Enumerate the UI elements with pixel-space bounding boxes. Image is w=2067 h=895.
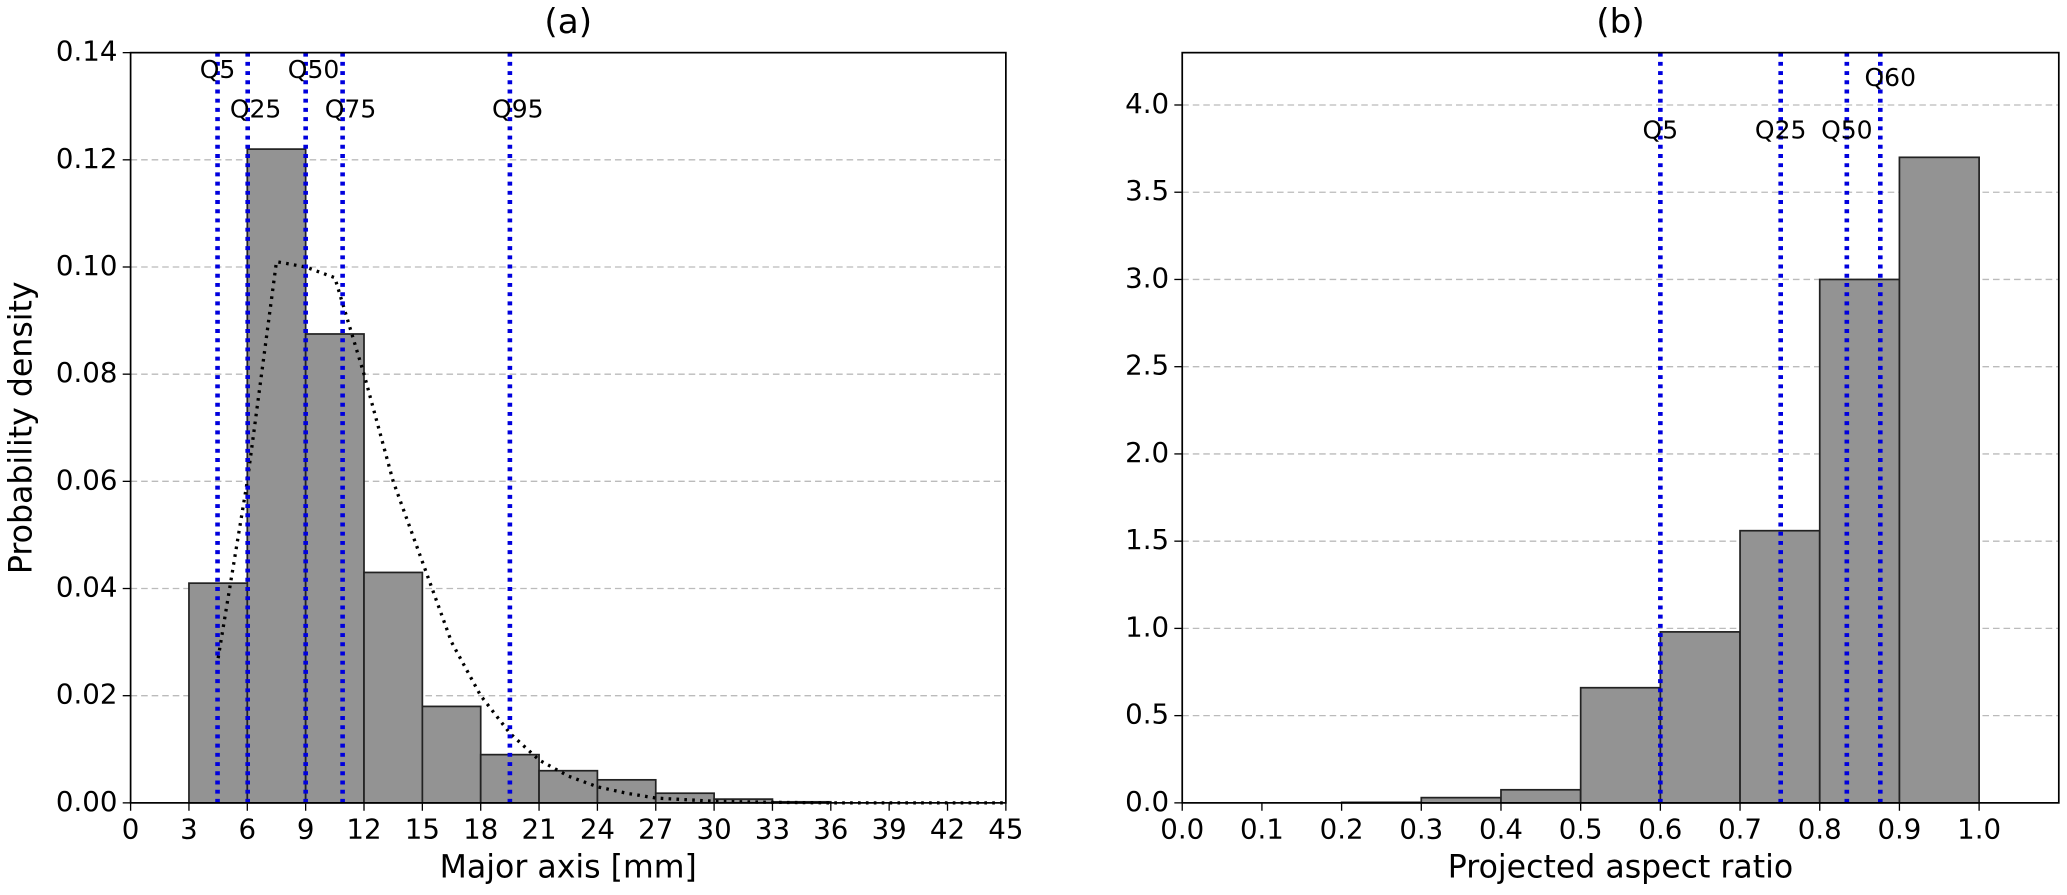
x-tick-label: 0.4: [1479, 813, 1523, 846]
bar: [304, 333, 365, 804]
bar: [363, 571, 424, 804]
quantile-label: Q95: [492, 95, 544, 124]
bar: [479, 753, 540, 804]
x-tick-label: 6: [239, 813, 257, 846]
x-tick-label: 0.9: [1877, 813, 1921, 846]
y-tick-label: 0.10: [56, 249, 118, 282]
x-tick-label: 0: [122, 813, 140, 846]
y-tick-label: 3.5: [1125, 174, 1169, 207]
x-tick-label: 3: [180, 813, 198, 846]
y-axis-label: Probability density: [4, 281, 40, 574]
x-tick-label: 12: [346, 813, 381, 846]
axes-frame: [129, 51, 1007, 804]
y-tick-label: 2.0: [1125, 436, 1169, 469]
y-tick-label: 3.0: [1125, 261, 1169, 294]
y-tick-label: 0.5: [1125, 698, 1169, 731]
x-tick-label: 9: [297, 813, 315, 846]
bar: [1818, 278, 1901, 804]
subplot: 0.0 0.5 1.0 1.5 2.0 2.5 3.0 3.5 4.0 0.0 0.1 0.2 0.3 0…: [1125, 2, 2060, 886]
x-tick-label: 27: [638, 813, 673, 846]
x-axis-label: Projected aspect ratio: [1448, 850, 1793, 886]
y-tick-label: 1.5: [1125, 523, 1169, 556]
x-tick-label: 45: [988, 813, 1023, 846]
bar: [421, 705, 482, 804]
x-tick-label: 0.6: [1638, 813, 1682, 846]
subplot: 0.000.020.040.060.080.100.120.140 3 6 9 12 15…: [4, 2, 1024, 885]
bar: [1659, 631, 1741, 804]
y-tick-label: 0.0: [1125, 785, 1169, 818]
chart-title: (b): [1596, 2, 1644, 42]
chart-title: (a): [544, 2, 592, 42]
x-tick-label: 42: [930, 813, 965, 846]
y-tick-label: 0.08: [56, 356, 118, 389]
x-axis-label: Major axis [mm]: [440, 850, 697, 886]
quantile-label: Q60: [1865, 63, 1917, 92]
x-tick-label: 36: [813, 813, 848, 846]
y-tick-label: 0.00: [56, 785, 118, 818]
x-tick-label: 0.0: [1160, 813, 1204, 846]
y-tick-label: 0.14: [56, 35, 118, 68]
y-tick-label: 1.0: [1125, 610, 1169, 643]
x-tick-label: 33: [755, 813, 790, 846]
y-tick-label: 0.02: [56, 678, 118, 711]
x-tick-label: 24: [580, 813, 615, 846]
density-curve: [216, 259, 1006, 805]
quantile-label: Q50: [288, 55, 340, 84]
x-tick-label: 18: [463, 813, 498, 846]
x-tick-label: 0.5: [1559, 813, 1603, 846]
quantile-label: Q5: [1643, 116, 1679, 145]
x-tick-label: 0.1: [1240, 813, 1284, 846]
bar: [246, 148, 307, 804]
x-tick-label: 30: [697, 813, 732, 846]
x-tick-label: 39: [872, 813, 907, 846]
y-tick-label: 0.04: [56, 571, 118, 604]
quantile-label: Q5: [200, 55, 236, 84]
quantile-label: Q50: [1821, 116, 1873, 145]
y-tick-label: 0.12: [56, 142, 118, 175]
quantile-label: Q75: [325, 95, 376, 124]
x-tick-label: 0.8: [1798, 813, 1842, 846]
x-tick-label: 21: [521, 813, 556, 846]
x-tick-label: 1.0: [1957, 813, 2001, 846]
quantile-label: Q25: [230, 95, 282, 124]
bar: [596, 778, 657, 804]
y-tick-label: 2.5: [1125, 349, 1169, 382]
x-tick-label: 0.2: [1320, 813, 1364, 846]
y-tick-label: 0.06: [56, 463, 118, 496]
bar: [1500, 788, 1582, 804]
axes-frame: [1181, 51, 2060, 804]
x-tick-label: 0.3: [1399, 813, 1443, 846]
bar: [1898, 156, 1980, 804]
bar: [1579, 686, 1662, 804]
quantile-label: Q25: [1755, 116, 1807, 145]
x-tick-label: 15: [405, 813, 440, 846]
y-tick-label: 4.0: [1125, 87, 1169, 120]
x-tick-label: 0.7: [1718, 813, 1762, 846]
bar: [538, 769, 599, 804]
